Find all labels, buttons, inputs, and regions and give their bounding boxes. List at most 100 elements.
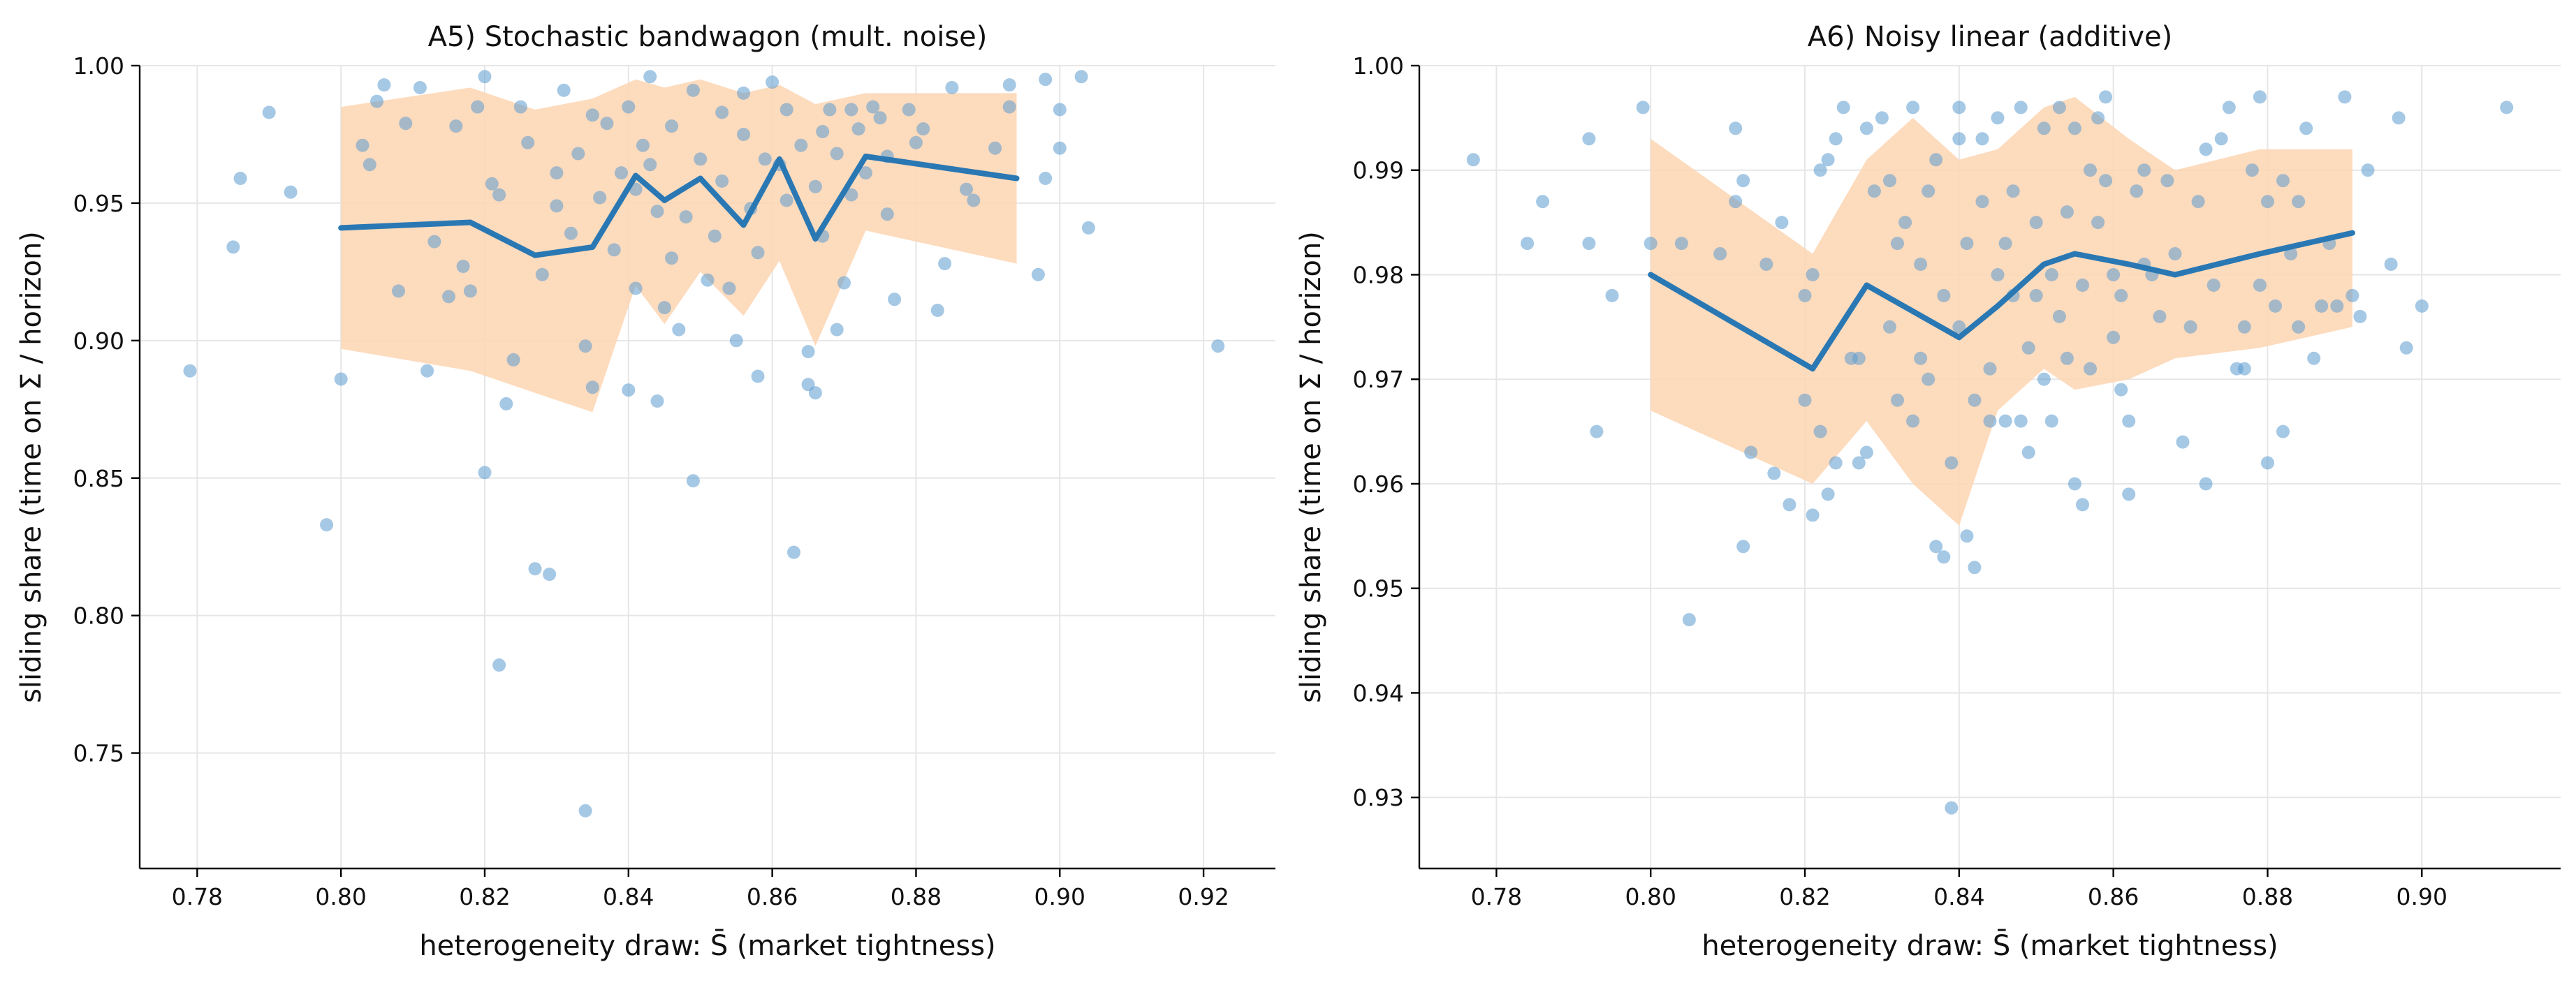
scatter-point — [2253, 90, 2267, 104]
scatter-point — [2084, 163, 2097, 177]
scatter-point — [844, 188, 858, 202]
y-tick-label: 0.80 — [73, 603, 124, 630]
scatter-point — [2052, 309, 2066, 323]
scatter-point — [2107, 268, 2121, 281]
scatter-point — [686, 83, 700, 97]
scatter-point — [478, 70, 492, 84]
scatter-point — [801, 345, 815, 359]
scatter-point — [399, 117, 413, 131]
scatter-point — [672, 323, 686, 337]
scatter-point — [420, 364, 434, 378]
scatter-point — [550, 166, 564, 180]
scatter-point — [873, 111, 887, 125]
scatter-point — [485, 177, 499, 191]
confidence-band — [1651, 96, 2352, 526]
scatter-point — [858, 166, 872, 180]
scatter-point — [2222, 101, 2236, 114]
scatter-point — [2261, 195, 2274, 209]
scatter-point — [930, 304, 944, 317]
scatter-point — [471, 100, 485, 114]
scatter-point — [909, 135, 923, 149]
scatter-point — [880, 207, 894, 221]
scatter-point — [593, 191, 607, 205]
scatter-point — [2014, 414, 2028, 428]
scatter-point — [636, 138, 650, 152]
scatter-point — [2353, 309, 2367, 323]
scatter-point — [1039, 172, 1053, 185]
scatter-point — [1767, 466, 1781, 480]
scatter-point — [2237, 320, 2251, 334]
scatter-point — [478, 466, 492, 480]
scatter-point — [2076, 279, 2089, 292]
x-tick-label: 0.88 — [891, 883, 942, 910]
scatter-point — [2183, 320, 2197, 334]
scatter-point — [1998, 414, 2012, 428]
scatter-point — [521, 135, 535, 149]
scatter-point — [2269, 299, 2282, 313]
scatter-point — [722, 281, 736, 295]
scatter-point — [751, 246, 765, 260]
scatter-point — [1945, 456, 1959, 470]
scatter-point — [2068, 121, 2081, 135]
scatter-point — [1914, 258, 1928, 271]
scatter-point — [629, 281, 643, 295]
scatter-point — [2292, 195, 2306, 209]
scatter-point — [543, 568, 557, 582]
scatter-point — [1867, 184, 1881, 198]
scatter-point — [960, 182, 973, 196]
scatter-point — [2014, 101, 2028, 114]
scatter-point — [392, 284, 405, 298]
scatter-point — [2261, 456, 2274, 470]
scatter-point — [751, 369, 765, 383]
scatter-point — [902, 103, 916, 117]
y-tick-label: 1.00 — [1353, 52, 1404, 80]
chart-title: A5) Stochastic bandwagon (mult. noise) — [428, 21, 988, 53]
scatter-point — [2037, 121, 2051, 135]
scatter-point — [2107, 330, 2121, 344]
y-tick-label: 0.85 — [73, 465, 124, 492]
scatter-point — [1736, 174, 1750, 188]
scatter-point — [1929, 540, 1943, 554]
scatter-point — [2114, 288, 2128, 302]
scatter-point — [1952, 132, 1966, 146]
y-tick-label: 0.75 — [73, 740, 124, 767]
scatter-point — [1521, 237, 1535, 251]
scatter-point — [1074, 70, 1088, 84]
scatter-point — [2276, 174, 2290, 188]
scatter-point — [888, 293, 902, 306]
x-tick-label: 0.86 — [747, 883, 798, 910]
y-axis-label: sliding share (time on Σ / horizon) — [1295, 231, 1327, 703]
x-tick-label: 0.92 — [1178, 883, 1229, 910]
scatter-point — [356, 138, 369, 152]
x-axis-label: heterogeneity draw: S̄ (market tightness… — [419, 929, 995, 962]
scatter-point — [851, 122, 865, 136]
scatter-point — [1891, 237, 1904, 251]
scatter-point — [2330, 299, 2344, 313]
scatter-point — [1636, 101, 1650, 114]
scatter-point — [766, 75, 780, 89]
scatter-point — [1783, 498, 1796, 512]
scatter-point — [945, 81, 959, 94]
scatter-point — [2021, 445, 2035, 459]
scatter-point — [830, 323, 844, 337]
scatter-point — [2292, 320, 2306, 334]
scatter-point — [643, 70, 657, 84]
scatter-point — [1002, 78, 1016, 92]
scatter-point — [1922, 372, 1935, 386]
scatter-point — [535, 267, 549, 281]
scatter-point — [262, 105, 276, 119]
scatter-point — [1729, 121, 1743, 135]
mean-line — [1648, 230, 2355, 372]
scatter-point — [643, 158, 657, 172]
scatter-point — [1682, 613, 1696, 627]
scatter-point — [1590, 424, 1604, 438]
scatter-point — [650, 205, 664, 219]
y-tick-label: 0.94 — [1353, 679, 1404, 707]
scatter-point — [2060, 205, 2074, 219]
scatter-point — [2006, 184, 2020, 198]
scatter-point — [2052, 101, 2066, 114]
scatter-point — [916, 122, 930, 136]
scatter-point — [737, 86, 750, 100]
scatter-point — [2076, 498, 2089, 512]
axis-spines — [1418, 66, 2561, 870]
